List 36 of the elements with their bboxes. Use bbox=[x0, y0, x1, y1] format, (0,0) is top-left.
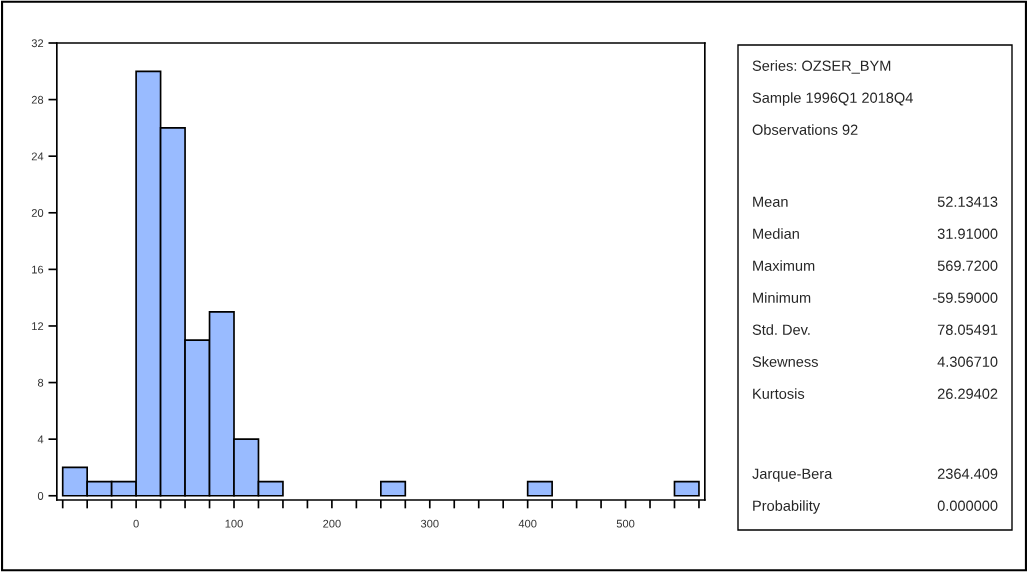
y-tick-label: 20 bbox=[31, 209, 44, 217]
text: Std. Dev. bbox=[752, 324, 810, 335]
y-tick-label: 4 bbox=[37, 435, 44, 444]
text: 52.13413 bbox=[937, 196, 998, 207]
x-tick-label: 300 bbox=[420, 519, 439, 528]
text: Sample 1996Q1 2018Q4 bbox=[752, 92, 913, 106]
x-tick-label: 400 bbox=[518, 519, 537, 528]
text: Mean bbox=[753, 196, 788, 207]
y-tick-label: 12 bbox=[32, 322, 44, 330]
text: Maximum bbox=[753, 260, 815, 271]
y-tick-label: 0 bbox=[37, 492, 44, 500]
text: Series: OZSER_BYM bbox=[752, 60, 891, 74]
text: 4.306710 bbox=[937, 356, 998, 367]
text: 31.91000 bbox=[937, 228, 998, 239]
x-tick-label: 200 bbox=[323, 519, 341, 528]
text: Median bbox=[753, 228, 799, 239]
y-tick-label: 16 bbox=[32, 265, 44, 274]
y-tick-label: 24 bbox=[31, 152, 44, 161]
text: 0.000000 bbox=[937, 500, 998, 511]
text: 78.05491 bbox=[937, 324, 998, 335]
y-tick-label: 8 bbox=[37, 378, 44, 387]
y-tick-label: 28 bbox=[31, 95, 44, 104]
text: Skewness bbox=[752, 356, 818, 367]
x-tick-label: 100 bbox=[225, 519, 243, 528]
text: 26.29402 bbox=[937, 388, 998, 399]
text: 2364.409 bbox=[937, 468, 998, 479]
text: Kurtosis bbox=[753, 388, 805, 399]
x-tick-label: 500 bbox=[616, 519, 635, 528]
text: Minimum bbox=[753, 292, 811, 303]
x-tick-label: 0 bbox=[133, 519, 139, 528]
text: Observations 92 bbox=[752, 124, 858, 135]
text: -59.59000 bbox=[932, 292, 998, 303]
text: Probability bbox=[753, 500, 821, 514]
text: Jarque-Bera bbox=[752, 468, 833, 482]
text: 569.7200 bbox=[937, 260, 998, 271]
y-tick-label: 32 bbox=[31, 39, 44, 48]
